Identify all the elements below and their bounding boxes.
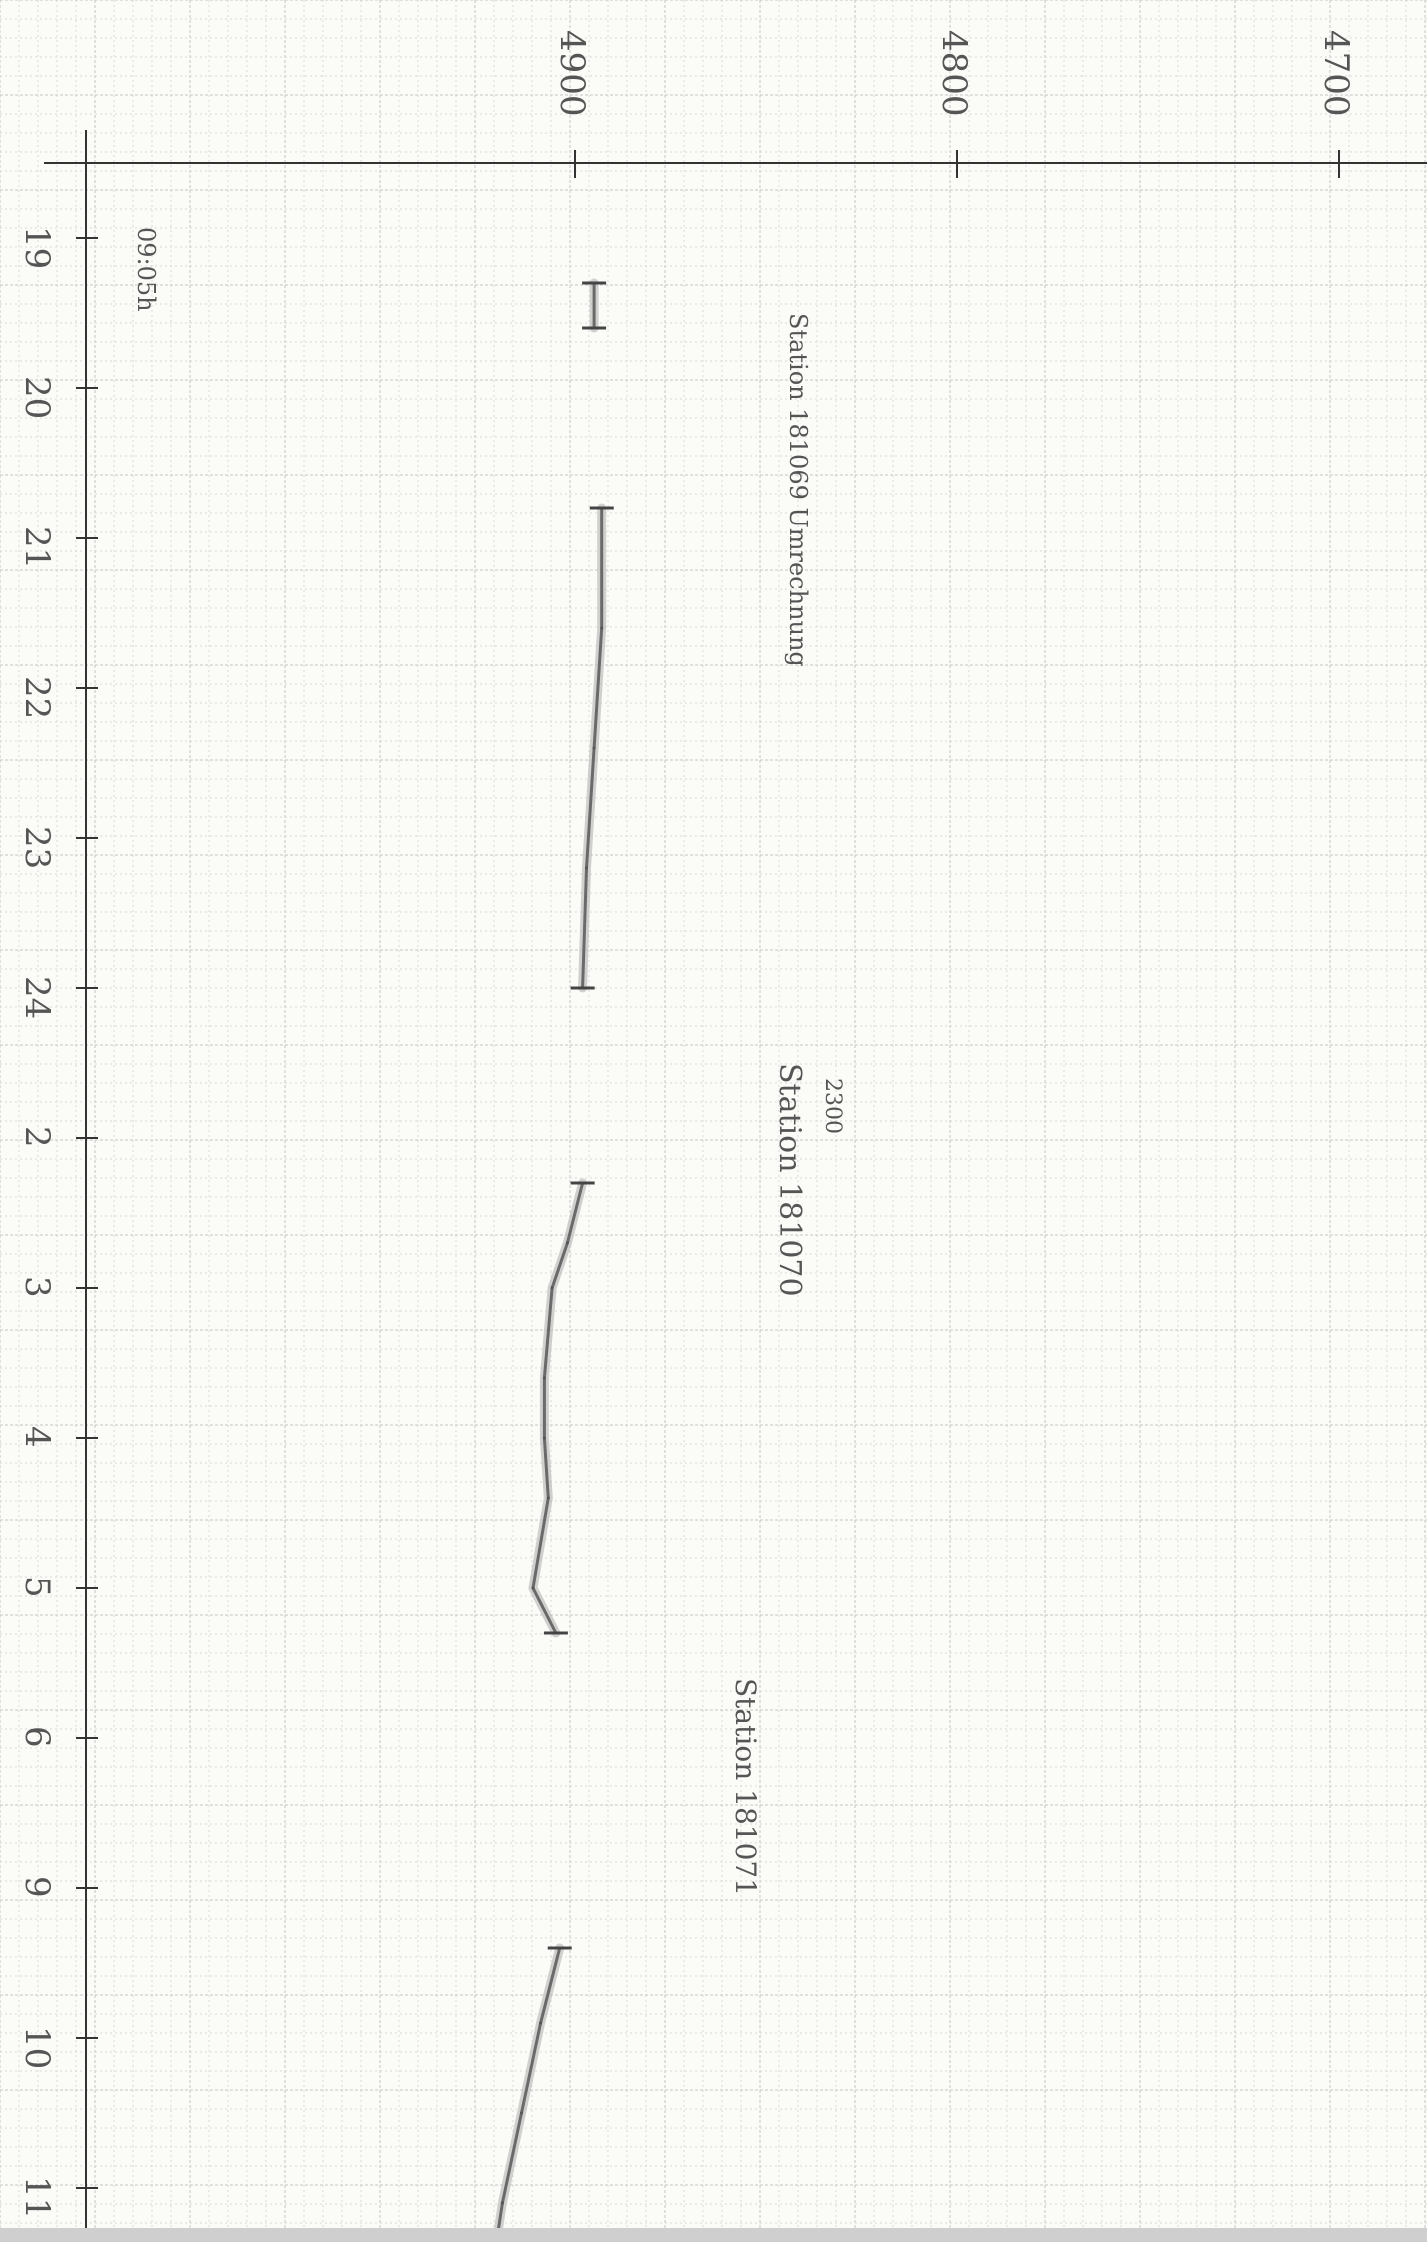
start-time-annotation: 09:05h [132,227,160,312]
x-tick-label: 23 [17,826,57,869]
x-tick-label: 22 [17,676,57,719]
y-tick-label: 4700 [1316,30,1356,117]
series-3-point [539,2021,543,2025]
series-2-point [531,1586,535,1590]
series-3-point [500,2201,504,2205]
series-2-point [550,1286,554,1290]
scan-bottom-edge [0,2228,1427,2242]
x-tick-label: 5 [17,1576,57,1598]
annotation-0: Station 181069 Umrechnung [784,313,812,667]
x-tick-label: 21 [17,526,57,569]
y-tick-label: 4800 [934,30,974,117]
annotation-3: Station 181071 [729,1678,762,1896]
x-tick-label: 3 [17,1276,57,1298]
x-tick-label: 4 [17,1426,57,1448]
x-tick-label: 6 [17,1726,57,1748]
x-tick-label: 9 [17,1876,57,1898]
x-tick-label: 10 [17,2026,57,2069]
x-tick-label: 19 [17,226,57,269]
series-2-point [546,1496,550,1500]
annotation-2: 2300 [820,1078,845,1134]
series-1-point [585,866,588,870]
series-1-point [592,746,596,750]
series-1-point [600,626,604,630]
x-tick-label: 11 [17,2176,57,2219]
x-tick-label: 2 [17,1126,57,1148]
labels: 09:05h [132,227,160,312]
series-2-point [542,1436,546,1440]
annotations: Station 181069 Umrechnung Station 181070 2… [729,313,845,1896]
x-tick-label: 20 [17,376,57,419]
series-3-point [520,2111,523,2115]
series-2-point [542,1376,546,1380]
annotation-1: Station 181070 [772,1063,807,1297]
series-2-point [565,1241,569,1245]
series-2-line [531,1181,585,1635]
x-tick-label: 24 [17,976,57,1019]
y-tick-label: 4900 [552,30,592,117]
